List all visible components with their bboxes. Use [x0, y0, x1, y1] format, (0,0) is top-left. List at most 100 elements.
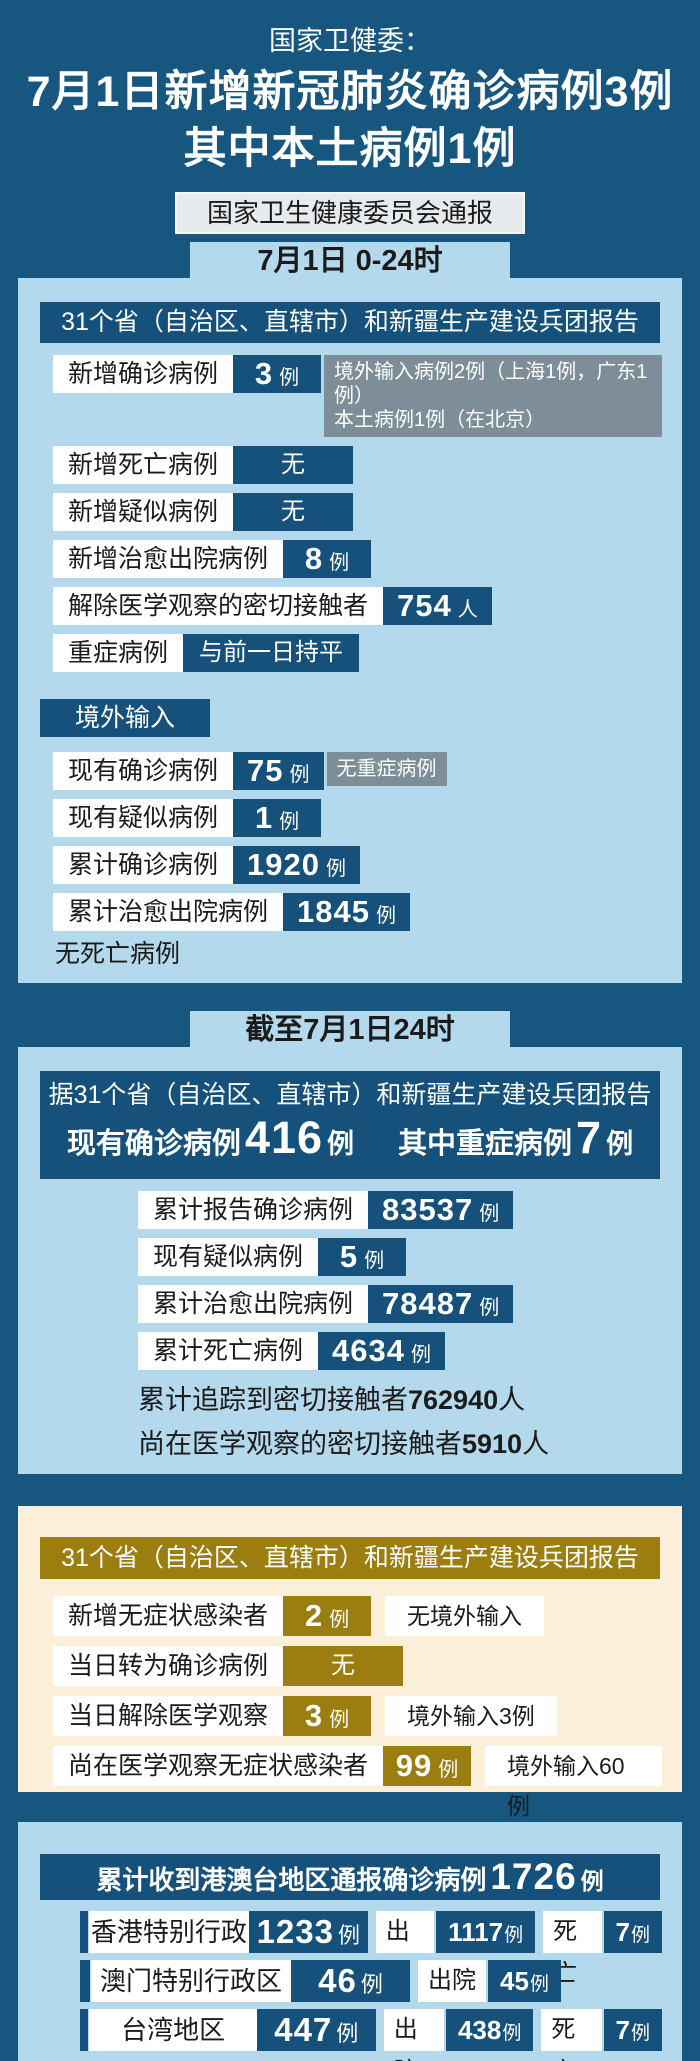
region-name: 澳门特别行政区: [91, 1960, 291, 2002]
stat-value: 3 例: [283, 1696, 372, 1736]
discharged-value: 438 例: [445, 2009, 534, 2051]
imported-cases-subheader: 境外输入: [40, 699, 210, 737]
close-contacts-traced-line: 累计追踪到密切接触者762940人: [138, 1385, 526, 1415]
stat-label: 累计报告确诊病例: [138, 1191, 369, 1229]
region-confirmed: 1233 例: [248, 1911, 368, 1953]
region-row-macau: 澳门特别行政区 46 例 出院 45 例: [80, 1960, 662, 2002]
stat-label: 累计治愈出院病例: [53, 893, 284, 931]
stat-label: 累计治愈出院病例: [138, 1285, 369, 1323]
stat-row-total-deaths: 累计死亡病例 4634 例: [138, 1332, 662, 1370]
stat-number: 1: [254, 800, 274, 835]
stat-label: 现有确诊病例: [53, 752, 234, 790]
stat-number: 3: [304, 1698, 324, 1733]
stat-note: 境外输入60例: [485, 1746, 662, 1819]
discharged-label: 出院: [375, 1911, 435, 1987]
stat-row-imported-suspected: 现有疑似病例 1 例: [53, 799, 662, 837]
title-line-2: 其中本土病例1例: [183, 125, 517, 173]
stat-value: 1920 例: [233, 846, 360, 884]
panel-asymptomatic: 31个省（自治区、直辖市）和新疆生产建设兵团报告 新增无症状感染者 2 例 无境…: [18, 1506, 682, 1819]
stat-row-new-asymptomatic: 新增无症状感染者 2 例 无境外输入: [53, 1596, 662, 1636]
stat-value: 83537 例: [368, 1191, 514, 1229]
stat-label: 新增无症状感染者: [53, 1596, 284, 1636]
stat-number: 754: [397, 588, 452, 623]
stat-unit: 例: [289, 764, 310, 786]
page-title: 7月1日新增新冠肺炎确诊病例3例 其中本土病例1例: [0, 64, 700, 178]
hmt-header-prefix: 累计收到港澳台地区通报确诊病例: [96, 1865, 487, 1895]
stat-row-released-observation: 解除医学观察的密切接触者 754 人: [53, 587, 662, 625]
stat-value: 78487 例: [368, 1285, 514, 1323]
stat-label: 现有疑似病例: [138, 1238, 319, 1276]
severe-cases-unit: 例: [606, 1129, 634, 1159]
stat-unit: 例: [375, 905, 396, 927]
stat-label: 新增治愈出院病例: [53, 540, 284, 578]
stat-number: 4634: [332, 1333, 405, 1368]
tab-daily-period: 7月1日 0-24时: [190, 242, 510, 278]
deaths-label: 死亡: [541, 2009, 602, 2061]
stat-number: 78487: [382, 1286, 474, 1321]
stat-row-total-recovered: 累计治愈出院病例 78487 例: [138, 1285, 662, 1323]
stat-label: 解除医学观察的密切接触者: [53, 587, 384, 625]
row-accent-bar: [80, 1960, 90, 2002]
note-line-1: 境外输入病例2例（上海1例，广东1例）: [334, 361, 648, 407]
stat-unit: 例: [325, 858, 346, 880]
stat-label: 当日解除医学观察: [53, 1696, 284, 1736]
active-cases-label: 现有确诊病例: [66, 1128, 241, 1160]
stat-value: 2 例: [283, 1596, 372, 1636]
daily-section-header: 31个省（自治区、直辖市）和新疆生产建设兵团报告: [40, 302, 660, 343]
stat-value: 无: [233, 446, 354, 484]
panel-cumulative: 据31个省（自治区、直辖市）和新疆生产建设兵团报告 现有确诊病例416 例其中重症…: [18, 1047, 682, 1474]
stat-number: 99: [395, 1748, 433, 1783]
stat-value: 99 例: [383, 1746, 472, 1786]
stat-unit: 例: [364, 1250, 385, 1272]
stat-number: 1920: [247, 847, 320, 882]
stat-label: 重症病例: [53, 634, 184, 672]
region-confirmed: 447 例: [256, 2009, 376, 2051]
active-cases-unit: 例: [327, 1129, 355, 1159]
stat-row-imported-total-recovered: 累计治愈出院病例 1845 例: [53, 893, 662, 931]
stat-value: 3 例: [233, 355, 322, 393]
region-name: 台湾地区: [89, 2009, 257, 2051]
stat-label: 当日转为确诊病例: [53, 1646, 284, 1686]
stat-note: 无重症病例: [326, 752, 447, 786]
stat-row-total-confirmed: 累计报告确诊病例 83537 例: [138, 1191, 662, 1229]
discharged-value: 45 例: [488, 1960, 561, 2002]
stat-label: 现有疑似病例: [53, 799, 234, 837]
stat-unit: 人: [457, 599, 478, 621]
tab-cumulative-period: 截至7月1日24时: [190, 1011, 510, 1047]
cumulative-section-header: 据31个省（自治区、直辖市）和新疆生产建设兵团报告 现有确诊病例416 例其中重症…: [40, 1071, 660, 1179]
deaths-value: 7 例: [603, 1911, 662, 1953]
stat-note: 无境外输入: [385, 1596, 545, 1636]
stat-row-severe-cases: 重症病例 与前一日持平: [53, 634, 662, 672]
region-row-taiwan: 台湾地区 447 例 出院 438 例 死亡 7 例: [80, 2009, 662, 2061]
stat-unit: 例: [329, 552, 350, 574]
stat-unit: 例: [329, 1709, 350, 1731]
stat-row-imported-total-confirmed: 累计确诊病例 1920 例: [53, 846, 662, 884]
stat-number: 8: [304, 541, 324, 576]
stat-value: 与前一日持平: [183, 634, 360, 672]
row-accent-bar: [80, 1911, 88, 1953]
stat-value: 754 人: [383, 587, 492, 625]
stat-value: 5 例: [318, 1238, 407, 1276]
stat-label: 新增死亡病例: [53, 446, 234, 484]
panel-daily: 31个省（自治区、直辖市）和新疆生产建设兵团报告 新增确诊病例 3 例 境外输入…: [18, 278, 682, 983]
stat-value: 4634 例: [318, 1332, 445, 1370]
stat-label: 累计确诊病例: [53, 846, 234, 884]
stat-row-current-suspected: 现有疑似病例 5 例: [138, 1238, 662, 1276]
active-cases-value: 416: [244, 1112, 324, 1163]
hmt-header-value: 1726: [490, 1856, 577, 1897]
stat-value: 无: [283, 1646, 404, 1686]
stat-row-released-today: 当日解除医学观察 3 例 境外输入3例: [53, 1696, 662, 1736]
stat-number: 5: [339, 1239, 359, 1274]
stat-value: 8 例: [283, 540, 372, 578]
header-kicker: 国家卫健委：: [269, 26, 431, 56]
stat-number: 1845: [297, 894, 370, 929]
severe-cases-value: 7: [576, 1112, 603, 1163]
stat-row-under-observation: 尚在医学观察无症状感染者 99 例 境外输入60例: [53, 1746, 662, 1819]
stat-value: 1 例: [233, 799, 322, 837]
stat-value: 1845 例: [283, 893, 410, 931]
stat-label: 尚在医学观察无症状感染者: [53, 1746, 384, 1786]
stat-number: 83537: [382, 1192, 474, 1227]
stat-value: 无: [233, 493, 354, 531]
